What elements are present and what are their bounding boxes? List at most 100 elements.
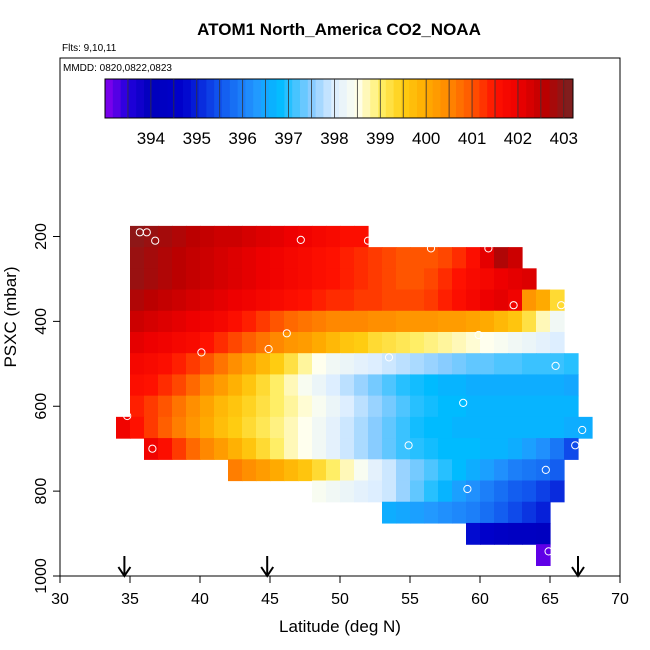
heatmap-cell [550,480,565,503]
colorbar-segment [229,79,239,118]
heatmap-cell [130,416,145,439]
sample-point [541,465,550,474]
heatmap-cell [480,268,495,291]
y-tick-label: 200 [33,223,50,250]
heatmap-cell [186,374,201,397]
heatmap-cell [186,247,201,269]
heatmap-cell [424,459,439,482]
heatmap-cell [452,501,467,524]
heatmap-cell [438,438,453,460]
heatmap-cell [256,395,271,418]
heatmap-cell [480,353,495,376]
heatmap-cell [466,438,481,460]
colorbar-segment [245,79,254,118]
colorbar-ticks: 394 395 396 397 398 399 400 401 402 403 [127,79,578,148]
heatmap-cell [522,416,537,439]
heatmap-cell [396,480,411,503]
heatmap-cell [396,353,411,376]
sample-point [264,344,273,354]
colorbar-tick-label: 396 [228,129,256,148]
colorbar-segment [331,79,340,118]
sample-point [544,547,553,556]
heatmap-cell [270,310,285,333]
colorbar-segment [128,79,137,118]
heatmap-cell [522,438,537,460]
heatmap-cell [494,416,509,439]
heatmap-cell [382,395,397,418]
heatmap-cell [242,225,257,248]
heatmap-cell [242,459,257,482]
heatmap-cell [312,374,327,397]
heatmap-cell [214,289,229,312]
heatmap-cell [424,247,439,269]
heatmap-cell [550,395,565,418]
heatmap-cell [200,438,215,460]
heatmap-cell [144,247,159,269]
colorbar-segment [214,79,223,118]
y-tick-label: 800 [33,478,50,505]
heatmap-cell [452,353,467,376]
heatmap-cell [396,374,411,397]
heatmap-cell [354,331,369,354]
colorbar-segment [315,79,324,118]
heatmap-cell [172,289,187,312]
heatmap-cell [410,247,425,269]
heatmap-cell [452,438,467,460]
heatmap-cell [312,247,327,269]
heatmap-cell [550,459,565,482]
heatmap-cell [172,247,187,269]
heatmap-cell [452,331,467,354]
heatmap-cell [326,310,341,333]
heatmap-cell [508,416,523,439]
heatmap-cell [508,247,523,269]
colorbar-segment [292,79,301,118]
heatmap-cell [214,374,229,397]
heatmap-cell [382,310,397,333]
heatmap-cell [508,310,523,333]
colorbar-segment [183,79,192,118]
heatmap-cell [326,374,341,397]
heatmap-cell [158,225,173,248]
heatmap-cell [228,353,243,376]
heatmap-cell [242,331,257,354]
heatmap-cell [242,438,257,460]
sample-point [148,444,157,453]
heatmap-cell [452,289,467,312]
heatmap-cell [340,331,355,354]
heatmap-cell [368,268,383,291]
heatmap-cell [382,331,397,354]
heatmap-cell [158,416,173,439]
heatmap-cell [312,331,327,354]
heatmap-cell [480,374,495,397]
sample-point [296,235,305,244]
heatmap-cell [256,225,271,248]
heatmap-cell [270,395,285,418]
heatmap-cell [144,331,159,354]
heatmap-cell [424,480,439,503]
heatmap-cell [508,459,523,482]
heatmap-cell [326,416,341,439]
heatmap-cell [494,459,509,482]
heatmap-cell [340,459,355,482]
colorbar-frame [104,78,574,119]
heatmap-cell [536,501,551,524]
heatmap-cell [382,438,397,460]
heatmap-cell [410,438,425,460]
colorbar-segment [487,79,496,118]
heatmap-cell [410,395,425,418]
heatmap-cell [298,225,313,248]
heatmap-cell [424,310,439,333]
heatmap-cell [466,501,481,524]
flight-arrow [571,556,585,578]
heatmap-cell [550,416,565,439]
colorbar-segment [526,79,535,118]
heatmap-cell [522,268,537,291]
x-tick-label: 40 [191,591,209,608]
heatmap-cell [382,501,397,524]
heatmap-cell [382,374,397,397]
colorbar-tick-label: 397 [274,129,302,148]
sample-point [578,425,587,435]
heatmap-cell [382,353,397,376]
heatmap-cell [466,416,481,439]
